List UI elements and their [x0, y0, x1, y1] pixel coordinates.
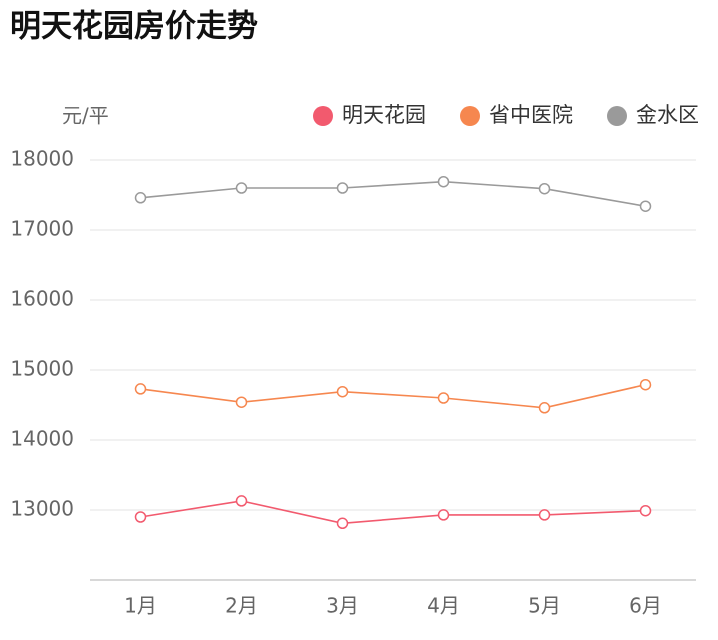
data-point [134, 383, 147, 395]
data-point [437, 509, 450, 521]
y-tick-label: 14000 [10, 427, 74, 451]
data-point [437, 175, 450, 188]
x-tick-label: 3月 [326, 594, 359, 618]
data-point [235, 182, 248, 194]
series-line [140, 180, 646, 207]
x-tick-label: 2月 [225, 594, 258, 618]
y-tick-label: 16000 [10, 287, 74, 311]
legend-label: 明天花园 [342, 103, 426, 127]
legend-marker [313, 106, 333, 126]
data-point [336, 182, 349, 194]
x-tick-label: 5月 [528, 594, 561, 618]
y-axis-label: 元/平 [62, 104, 109, 128]
legend-marker [607, 106, 627, 126]
y-tick-label: 18000 [10, 147, 74, 171]
y-tick-label: 15000 [10, 357, 74, 381]
legend-marker [460, 106, 480, 126]
data-point [134, 511, 147, 523]
data-point [437, 392, 450, 404]
x-tick-label: 4月 [427, 594, 460, 618]
data-point [538, 509, 551, 521]
data-point [336, 385, 349, 398]
data-point [538, 402, 551, 414]
chart-title: 明天花园房价走势 [10, 9, 258, 45]
series-line [140, 500, 646, 525]
data-point [134, 192, 147, 204]
y-tick-label: 17000 [10, 217, 74, 241]
x-tick-label: 6月 [629, 594, 662, 618]
data-point [639, 378, 652, 391]
legend-label: 金水区 [636, 103, 699, 127]
data-point [336, 517, 349, 530]
data-point [235, 495, 248, 507]
data-point [235, 396, 248, 408]
x-tick-label: 1月 [124, 594, 157, 618]
data-point [538, 182, 551, 195]
data-point [639, 504, 652, 517]
legend-label: 省中医院 [489, 103, 573, 127]
data-point [639, 200, 652, 212]
series-line [140, 383, 646, 409]
y-tick-label: 13000 [10, 497, 74, 521]
